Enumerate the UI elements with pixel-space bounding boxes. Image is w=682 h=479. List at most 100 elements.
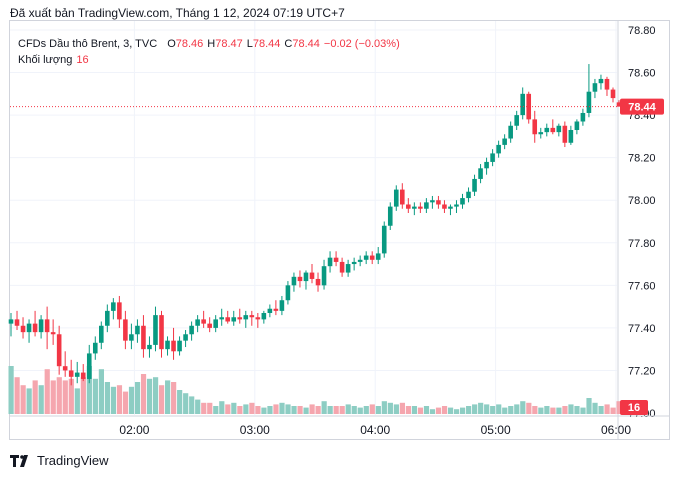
volume-bar	[484, 404, 490, 414]
volume-bar	[309, 404, 315, 414]
price-tick-label: 77.80	[628, 238, 656, 250]
candle-body	[592, 83, 598, 92]
volume-bar	[26, 388, 32, 414]
candle-body	[406, 204, 411, 209]
volume-bar	[556, 407, 562, 414]
candle-body	[80, 372, 86, 379]
candle-body	[123, 319, 128, 341]
candle-body	[44, 319, 50, 333]
open-label: O	[167, 38, 176, 50]
candle-body	[177, 340, 182, 352]
volume-bar	[490, 406, 496, 414]
candle-body	[562, 125, 568, 143]
symbol-label[interactable]: CFDs Dầu thô Brent, 3, TVC	[18, 38, 158, 50]
candle-body	[586, 91, 592, 113]
volume-bar	[544, 406, 550, 414]
candle-body	[616, 102, 622, 107]
volume-bar	[116, 385, 123, 414]
volume-bar	[393, 404, 399, 414]
volume-bar	[339, 406, 345, 414]
volume-bar	[345, 404, 351, 414]
candle-body	[520, 93, 525, 116]
candle-body	[387, 206, 393, 226]
volume-bar	[291, 406, 297, 414]
volume-bar	[321, 401, 327, 414]
candle-body	[50, 332, 56, 335]
volume-bar	[14, 377, 20, 414]
volume-bar	[417, 407, 424, 414]
volume-bar	[152, 377, 159, 414]
candle-body	[604, 78, 610, 90]
volume-value: 16	[76, 54, 89, 66]
candle-body	[375, 253, 381, 260]
candle-body	[568, 130, 574, 143]
candle-body	[544, 127, 550, 133]
candle-body	[526, 93, 532, 120]
candle-body	[135, 325, 140, 335]
time-tick-label: 06:00	[601, 423, 631, 437]
time-tick-label: 03:00	[240, 423, 270, 437]
change-value: −0.02 (−0.03%)	[323, 38, 400, 50]
candle-body	[189, 325, 194, 335]
volume-bar	[219, 401, 225, 414]
candle-body	[556, 125, 562, 133]
candle-body	[315, 278, 321, 286]
candle-body	[56, 334, 62, 367]
volume-bar	[122, 391, 129, 414]
candle-body	[381, 225, 387, 254]
candle-body	[412, 206, 417, 209]
candle-body	[424, 202, 429, 209]
price-tick-label: 78.00	[628, 195, 656, 207]
candle-body	[327, 257, 333, 267]
chart-frame[interactable]	[9, 20, 670, 440]
candle-body	[26, 323, 32, 333]
candle-body	[574, 121, 580, 131]
candle-body	[153, 315, 158, 345]
candle-body	[514, 115, 519, 126]
candle-body	[129, 334, 134, 341]
candle-body	[14, 319, 20, 326]
volume-bar	[496, 404, 502, 414]
candle-body	[117, 302, 122, 320]
candle-body	[333, 257, 339, 262]
volume-bar	[50, 380, 56, 414]
volume-bar	[207, 402, 213, 414]
volume-label[interactable]: Khối lượng	[18, 54, 73, 66]
volume-bar	[598, 406, 604, 414]
volume-bar	[62, 380, 68, 414]
tradingview-logo[interactable]: TradingView	[10, 453, 109, 468]
volume-bar	[357, 407, 363, 414]
candle-body	[74, 372, 80, 377]
candle-body	[159, 315, 164, 350]
ohlc-row: CFDs Dầu thô Brent, 3, TVC O 78.46 H 78.47…	[18, 36, 400, 52]
candle-body	[183, 334, 188, 341]
tradingview-brand-text: TradingView	[37, 453, 109, 468]
volume-bar	[8, 366, 14, 414]
volume-bar	[195, 399, 201, 414]
candle-body	[369, 255, 375, 260]
volume-bar	[128, 386, 135, 414]
volume-bar	[429, 409, 436, 414]
candle-body	[273, 308, 279, 311]
candle-body	[610, 89, 616, 99]
volume-bar	[159, 385, 165, 414]
candle-body	[147, 344, 152, 350]
volume-bar	[453, 409, 460, 414]
candle-body	[490, 153, 495, 162]
volume-bar	[532, 406, 538, 414]
volume-bar	[616, 401, 622, 414]
candle-body	[141, 325, 146, 350]
volume-bar	[225, 404, 231, 414]
volume-bar	[279, 402, 285, 414]
candle-body	[442, 204, 447, 209]
volume-bar	[177, 390, 183, 414]
volume-bar	[508, 406, 514, 414]
candle-body	[430, 200, 435, 203]
candle-body	[279, 300, 285, 311]
volume-bar	[315, 406, 321, 414]
candle-body	[484, 161, 489, 169]
low-value: 78.44	[252, 38, 281, 50]
candle-body	[508, 125, 513, 139]
volume-bar	[80, 377, 86, 414]
